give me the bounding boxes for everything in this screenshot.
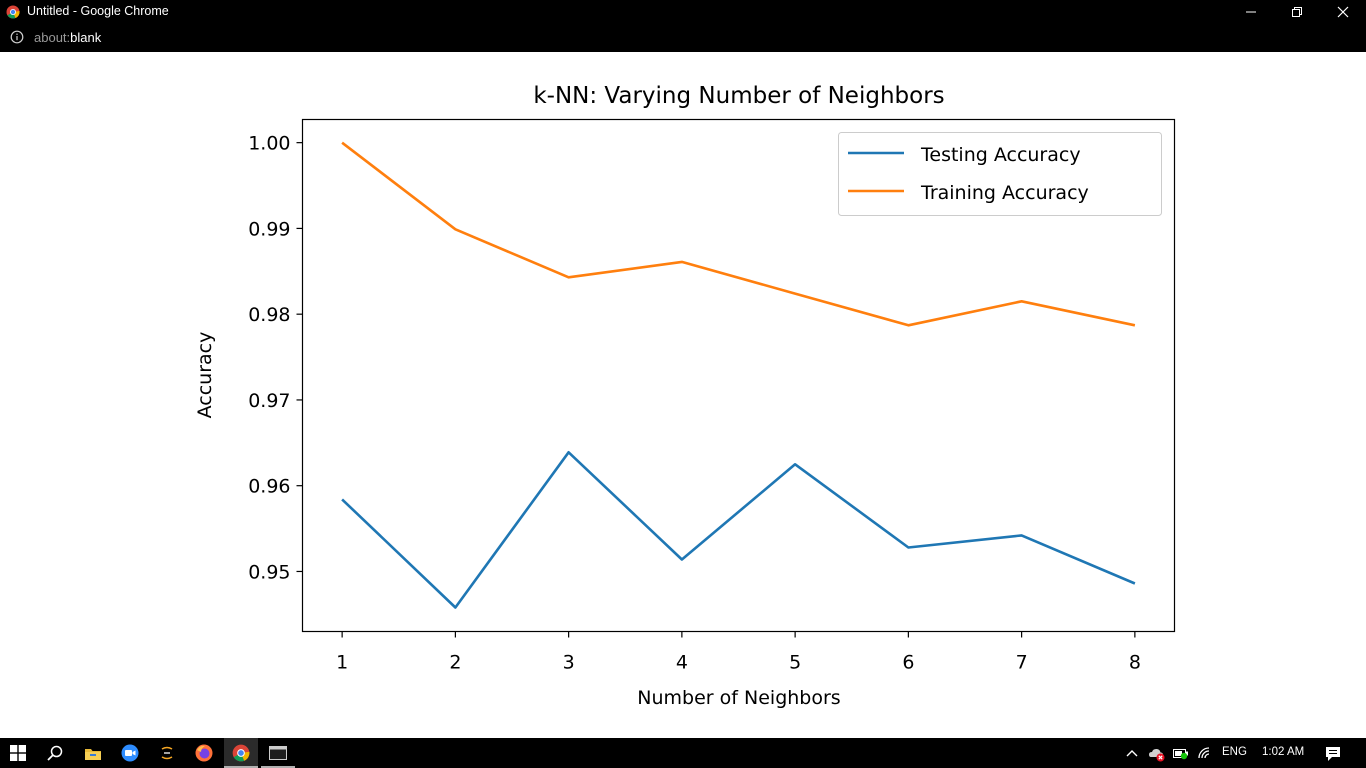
series-line-testing-accuracy xyxy=(341,450,1136,609)
x-tick-label: 7 xyxy=(1016,652,1028,674)
url-text[interactable]: about:blank xyxy=(34,30,101,45)
page-content: k-NN: Varying Number of Neighbors 0.95 0.… xyxy=(0,52,1366,738)
taskbar-terminal[interactable] xyxy=(261,738,295,768)
minimize-icon xyxy=(1246,11,1256,13)
notifications-icon[interactable] xyxy=(1325,746,1341,762)
line-chart: k-NN: Varying Number of Neighbors 0.95 0.… xyxy=(194,83,1176,709)
x-tick-label: 4 xyxy=(676,652,688,674)
restore-icon xyxy=(1292,7,1302,17)
clock[interactable]: 1:02 AM xyxy=(1262,746,1305,758)
y-axis-label: Accuracy xyxy=(194,332,216,419)
url-path: blank xyxy=(70,30,102,45)
y-tick-label: 1.00 xyxy=(248,133,290,155)
terminal-icon xyxy=(269,746,287,760)
info-icon[interactable] xyxy=(10,30,24,44)
restore-button[interactable] xyxy=(1274,0,1320,24)
taskbar: ENG 1:02 AM xyxy=(0,738,1366,768)
minimize-button[interactable] xyxy=(1228,0,1274,24)
x-axis-label: Number of Neighbors xyxy=(637,687,840,709)
taskbar-chrome[interactable] xyxy=(224,738,258,768)
close-button[interactable] xyxy=(1320,0,1366,24)
url-scheme: about: xyxy=(34,30,71,45)
y-tick-label: 0.96 xyxy=(248,476,290,498)
zoom-icon xyxy=(121,744,139,762)
chrome-icon xyxy=(6,5,20,19)
x-tick-label: 8 xyxy=(1129,652,1141,674)
x-tick-label: 5 xyxy=(789,652,801,674)
chart-title: k-NN: Varying Number of Neighbors xyxy=(533,83,944,109)
language-indicator[interactable]: ENG xyxy=(1222,746,1247,758)
y-tick-label: 0.98 xyxy=(248,304,290,326)
chevron-up-icon[interactable] xyxy=(1125,747,1139,759)
windows-start-icon xyxy=(10,745,26,761)
series-line-training-accuracy xyxy=(341,141,1136,327)
start-button[interactable] xyxy=(0,738,36,768)
address-bar[interactable]: about:blank xyxy=(0,26,1366,50)
firefox-icon xyxy=(195,744,213,762)
taskbar-file-explorer[interactable] xyxy=(76,738,110,768)
close-icon xyxy=(1337,6,1349,18)
x-tick-label: 2 xyxy=(449,652,461,674)
window-title: Untitled - Google Chrome xyxy=(27,4,169,18)
file-explorer-icon xyxy=(85,748,101,760)
legend-label-training: Training Accuracy xyxy=(920,182,1089,204)
y-tick-label: 0.99 xyxy=(248,218,290,240)
app-icon xyxy=(161,746,173,760)
search-icon xyxy=(47,745,63,761)
onedrive-error-icon[interactable] xyxy=(1148,746,1166,762)
plot-frame xyxy=(301,118,1176,633)
x-tick-label: 1 xyxy=(336,652,348,674)
y-tick-label: 0.95 xyxy=(248,561,290,583)
battery-icon[interactable] xyxy=(1172,746,1190,760)
x-tick-label: 3 xyxy=(563,652,575,674)
taskbar-zoom[interactable] xyxy=(113,738,147,768)
legend-box xyxy=(838,132,1162,216)
taskbar-firefox[interactable] xyxy=(187,738,221,768)
chrome-icon xyxy=(232,744,250,762)
title-bar: Untitled - Google Chrome about:blank xyxy=(0,0,1366,52)
x-tick-label: 6 xyxy=(902,652,914,674)
y-tick-label: 0.97 xyxy=(248,390,290,412)
search-button[interactable] xyxy=(38,738,72,768)
wifi-icon[interactable] xyxy=(1197,746,1213,760)
legend: Testing Accuracy Training Accuracy xyxy=(838,132,1162,216)
legend-label-testing: Testing Accuracy xyxy=(920,144,1081,166)
taskbar-app[interactable] xyxy=(150,738,184,768)
